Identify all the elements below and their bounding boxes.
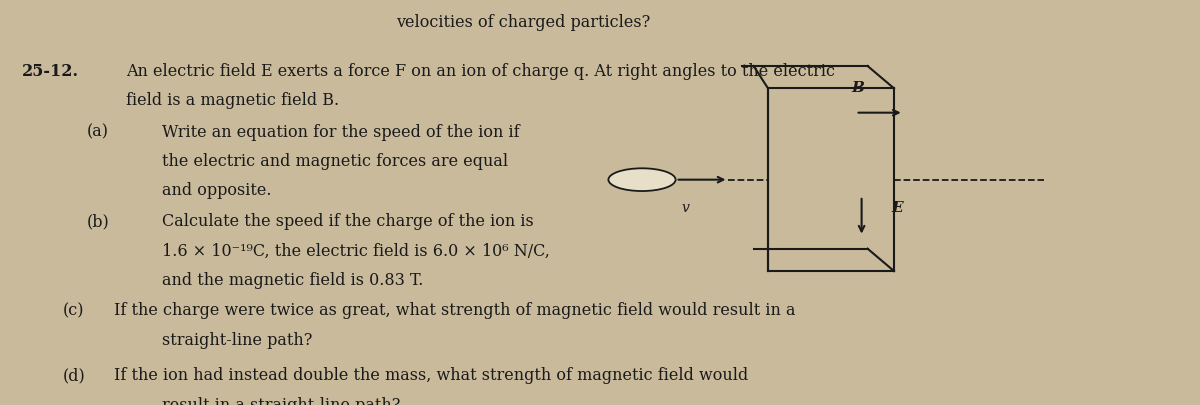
Text: +q: +q [634, 171, 650, 183]
Text: An electric field E exerts a force F on an ion of charge q. At right angles to t: An electric field E exerts a force F on … [126, 63, 835, 80]
Text: (c): (c) [62, 302, 84, 319]
Text: 1.6 × 10⁻¹⁹C, the electric field is 6.0 × 10⁶ N/C,: 1.6 × 10⁻¹⁹C, the electric field is 6.0 … [162, 242, 550, 259]
Text: field is a magnetic field B.: field is a magnetic field B. [126, 92, 340, 109]
Text: (b): (b) [86, 213, 109, 230]
Text: If the ion had instead double the mass, what strength of magnetic field would: If the ion had instead double the mass, … [114, 367, 749, 384]
Text: Calculate the speed if the charge of the ion is: Calculate the speed if the charge of the… [162, 213, 534, 230]
Text: and the magnetic field is 0.83 T.: and the magnetic field is 0.83 T. [162, 271, 424, 288]
Text: 25-12.: 25-12. [22, 63, 79, 80]
Text: straight-line path?: straight-line path? [162, 331, 312, 348]
Text: velocities of charged particles?: velocities of charged particles? [396, 14, 650, 31]
Text: v: v [682, 200, 690, 214]
Text: and opposite.: and opposite. [162, 182, 271, 199]
Circle shape [608, 169, 676, 192]
Text: Write an equation for the speed of the ion if: Write an equation for the speed of the i… [162, 124, 520, 141]
Text: (a): (a) [86, 124, 108, 141]
Text: result in a straight-line path?: result in a straight-line path? [162, 396, 401, 405]
Text: (d): (d) [62, 367, 85, 384]
Text: If the charge were twice as great, what strength of magnetic field would result : If the charge were twice as great, what … [114, 302, 796, 319]
Text: the electric and magnetic forces are equal: the electric and magnetic forces are equ… [162, 153, 508, 170]
Text: E: E [892, 200, 904, 214]
Text: B: B [852, 81, 864, 95]
